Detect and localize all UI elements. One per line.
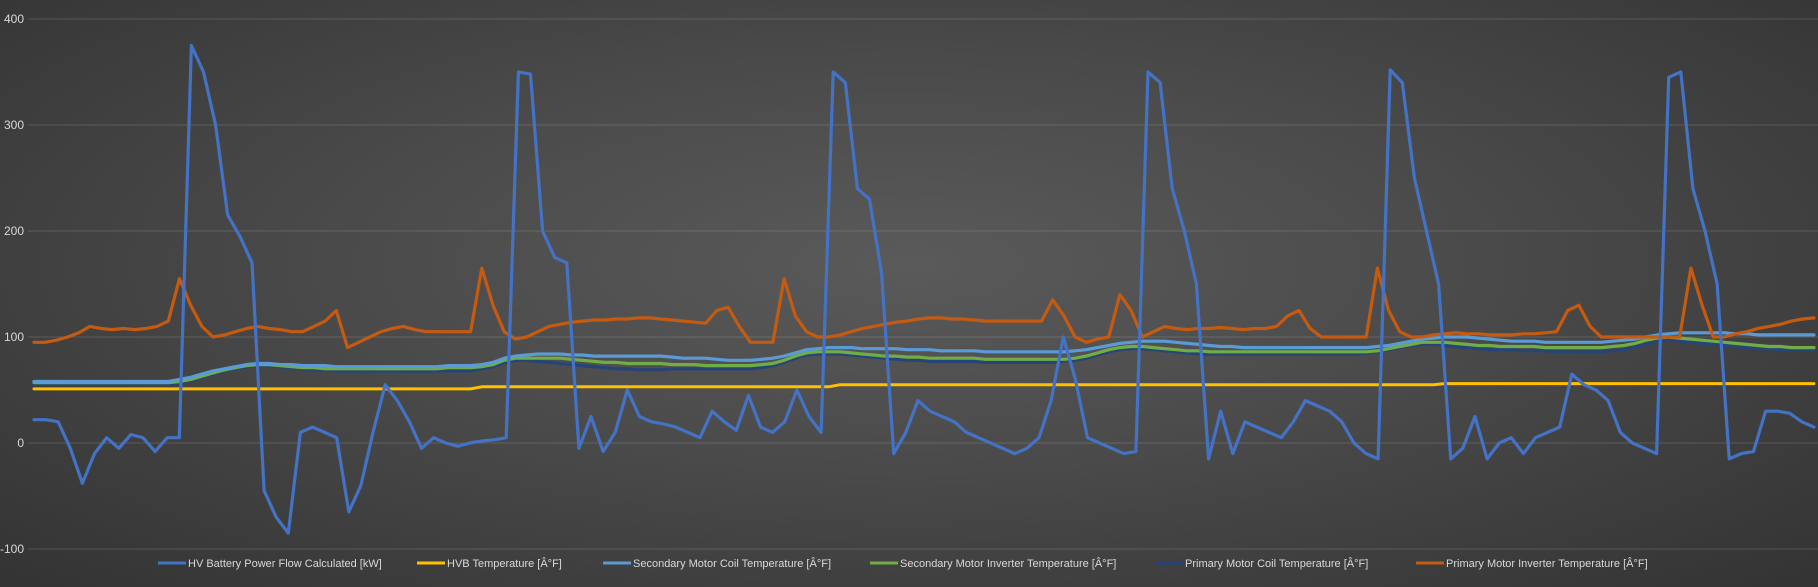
y-tick-label: 200 — [4, 224, 24, 238]
y-tick-label: 400 — [4, 12, 24, 26]
legend-label: HVB Temperature [Â°F] — [447, 557, 562, 570]
series-line-1 — [32, 43, 1816, 535]
series-line-4 — [32, 335, 1816, 385]
legend-label: Secondary Motor Inverter Temperature [Â°… — [900, 557, 1116, 570]
legend-label: Primary Motor Coil Temperature [Â°F] — [1185, 557, 1368, 570]
legend-label: HV Battery Power Flow Calculated [kW] — [188, 558, 382, 570]
grid-lines — [28, 18, 1818, 550]
series-line-3 — [32, 331, 1816, 384]
series-lines — [32, 43, 1816, 535]
series-line-6 — [32, 266, 1816, 350]
legend-label: Secondary Motor Coil Temperature [Â°F] — [633, 557, 831, 570]
y-axis-tick-labels: 400 300 200 100 0 -100 — [0, 12, 24, 556]
legend-label: Primary Motor Inverter Temperature [Â°F] — [1446, 557, 1648, 570]
y-tick-label: 100 — [4, 330, 24, 344]
legend: HV Battery Power Flow Calculated [kW] HVB… — [158, 557, 1648, 570]
series-line-2 — [32, 382, 1816, 391]
y-tick-label: 0 — [17, 436, 24, 450]
y-tick-label: 300 — [4, 118, 24, 132]
y-tick-label: -100 — [0, 542, 24, 556]
